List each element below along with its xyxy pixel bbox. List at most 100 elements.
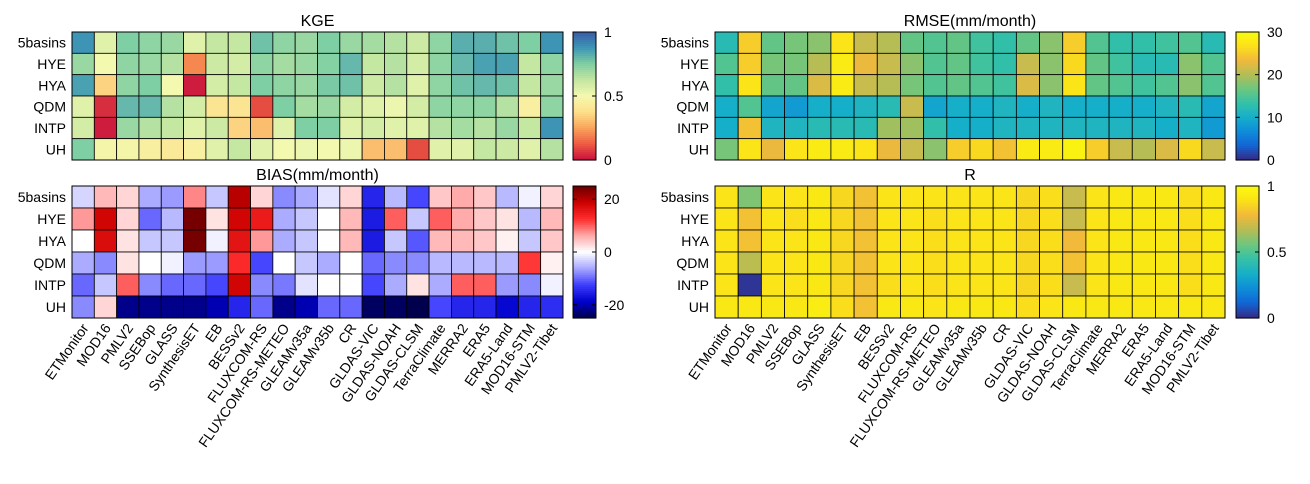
colorbar-segment	[573, 56, 596, 59]
heatmap-cell	[473, 31, 497, 54]
chart-title: RMSE(mm/month)	[904, 13, 1036, 30]
colorbar-segment	[573, 190, 596, 193]
heatmap-cell	[830, 31, 855, 54]
heatmap-cell	[272, 251, 296, 275]
heatmap-cell	[714, 207, 739, 231]
plot-frame	[71, 31, 564, 161]
heatmap-cell	[1015, 116, 1040, 140]
heatmap-cell	[876, 74, 901, 97]
heatmap-cell	[992, 229, 1017, 253]
heatmap-cell	[339, 31, 363, 54]
heatmap-cell	[183, 295, 207, 319]
heatmap-cell	[1131, 295, 1156, 319]
heatmap-cell	[923, 74, 948, 97]
heatmap-cell	[339, 207, 363, 231]
heatmap-cell	[714, 229, 739, 253]
heatmap-cell	[830, 116, 855, 140]
colorbar-segment	[1236, 54, 1259, 57]
heatmap-cell	[294, 229, 318, 253]
colorbar-segment	[573, 291, 596, 294]
colorbar-segment	[1236, 247, 1259, 251]
colorbar-segment	[573, 206, 596, 210]
heatmap-cell	[250, 185, 274, 209]
heatmap-cell	[205, 229, 229, 253]
heatmap-cell	[116, 31, 140, 54]
heatmap-cell	[71, 185, 95, 209]
heatmap-cell	[969, 31, 994, 54]
colorbar-segment	[573, 110, 596, 113]
colorbar-segment	[573, 196, 596, 199]
heatmap-cell	[540, 116, 564, 140]
colorbar-segment	[1236, 50, 1259, 53]
heatmap-cell	[1062, 138, 1087, 161]
heatmap-cell	[714, 251, 739, 275]
colorbar-segment	[573, 126, 596, 129]
heatmap-cell	[900, 295, 925, 319]
heatmap-cell	[923, 52, 948, 76]
colorbar-segment	[1236, 158, 1259, 161]
heatmap-cell	[361, 207, 385, 231]
heatmap-cell	[317, 74, 341, 97]
heatmap-cell	[714, 116, 739, 140]
heatmap-cell	[428, 95, 452, 118]
colorbar-segment	[573, 66, 596, 69]
colorbar-segment	[573, 256, 596, 259]
heatmap-cell	[1155, 95, 1180, 118]
heatmap-cell	[853, 52, 878, 76]
colorbar-segment	[1236, 124, 1259, 127]
heatmap-cell	[272, 95, 296, 118]
heatmap-cell	[495, 31, 519, 54]
colorbar-segment	[1236, 136, 1259, 139]
heatmap-cell	[384, 295, 408, 319]
plot-frame	[714, 31, 1226, 161]
heatmap-cell	[900, 31, 925, 54]
colorbar-segment	[573, 106, 596, 109]
heatmap-cell	[1155, 273, 1180, 297]
heatmap-cell	[428, 74, 452, 97]
heatmap-cell	[428, 185, 452, 209]
heatmap-cell	[876, 251, 901, 275]
heatmap-cell	[93, 52, 118, 76]
heatmap-cell	[517, 273, 542, 297]
colorbar-segment	[1236, 114, 1259, 117]
colorbar-segment	[573, 216, 596, 220]
heatmap-cell	[1015, 207, 1040, 231]
heatmap-cell	[784, 116, 809, 140]
heatmap-cell	[1039, 138, 1064, 161]
colorbar-segment	[573, 98, 596, 101]
colorbar-segment	[1236, 44, 1259, 47]
heatmap-cell	[1155, 138, 1180, 161]
heatmap-cell	[116, 229, 140, 253]
colorbar-segment	[1236, 132, 1259, 135]
heatmap-cell	[294, 74, 318, 97]
heatmap-cell	[540, 273, 564, 297]
colorbar-segment	[1236, 214, 1259, 218]
heatmap-cell	[495, 95, 519, 118]
colorbar-segment	[1236, 190, 1259, 193]
colorbar-segment	[1236, 122, 1259, 125]
heatmap-cell	[495, 138, 519, 161]
colorbar-segment	[1236, 32, 1259, 35]
colorbar-segment	[573, 214, 596, 218]
heatmap-cell	[428, 273, 452, 297]
heatmap-cell	[138, 52, 162, 76]
colorbar-segment	[1236, 287, 1259, 290]
heatmap-cell	[784, 138, 809, 161]
heatmap-cell	[250, 229, 274, 253]
heatmap-cell	[451, 229, 475, 253]
heatmap-cell	[93, 229, 118, 253]
heatmap-cell	[473, 251, 497, 275]
heatmap-cell	[428, 295, 452, 319]
heatmap-cell	[428, 229, 452, 253]
row-label: UH	[689, 141, 709, 157]
heatmap-cell	[540, 251, 564, 275]
heatmap-cell	[138, 273, 162, 297]
heatmap-cell	[93, 251, 118, 275]
heatmap-cell	[900, 251, 925, 275]
heatmap-cell	[946, 273, 971, 297]
row-label: QDM	[33, 255, 66, 271]
heatmap-cell	[946, 185, 971, 209]
heatmap-cell	[317, 138, 341, 161]
colorbar-segment	[1236, 285, 1259, 288]
heatmap-cell	[71, 31, 95, 54]
